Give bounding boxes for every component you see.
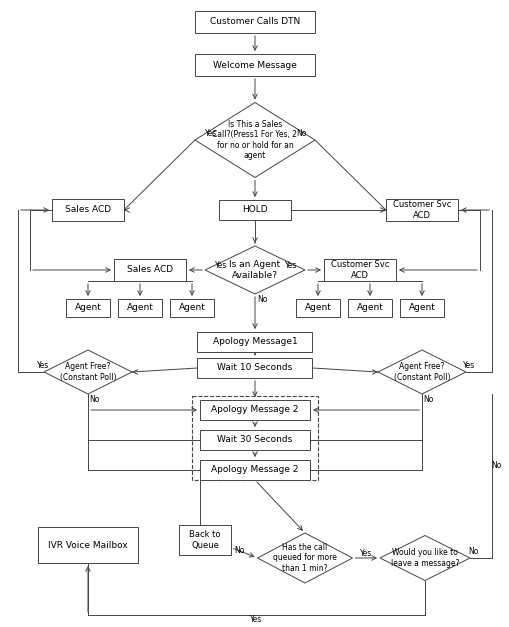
FancyBboxPatch shape bbox=[66, 299, 110, 317]
FancyBboxPatch shape bbox=[200, 400, 309, 420]
Text: No: No bbox=[422, 396, 432, 404]
FancyBboxPatch shape bbox=[200, 460, 309, 480]
Polygon shape bbox=[205, 246, 304, 294]
Text: Apology Message 2: Apology Message 2 bbox=[211, 406, 298, 414]
Text: Agent Free?
(Constant Poll): Agent Free? (Constant Poll) bbox=[60, 362, 116, 382]
FancyBboxPatch shape bbox=[399, 299, 443, 317]
FancyBboxPatch shape bbox=[52, 199, 124, 221]
FancyBboxPatch shape bbox=[114, 259, 186, 281]
Text: Is an Agent
Available?: Is an Agent Available? bbox=[229, 260, 280, 280]
FancyBboxPatch shape bbox=[197, 332, 312, 352]
FancyBboxPatch shape bbox=[169, 299, 214, 317]
Text: No: No bbox=[257, 295, 267, 303]
Text: Apology Message 2: Apology Message 2 bbox=[211, 465, 298, 475]
Text: IVR Voice Mailbox: IVR Voice Mailbox bbox=[48, 540, 128, 549]
Text: Customer Calls DTN: Customer Calls DTN bbox=[210, 18, 299, 26]
Text: No: No bbox=[295, 130, 305, 139]
Text: Yes: Yes bbox=[462, 361, 474, 369]
Text: Agent: Agent bbox=[356, 303, 383, 312]
Text: Agent: Agent bbox=[178, 303, 205, 312]
FancyBboxPatch shape bbox=[218, 200, 291, 220]
Text: Back to
Queue: Back to Queue bbox=[189, 530, 220, 550]
Text: Wait 10 Seconds: Wait 10 Seconds bbox=[217, 364, 292, 372]
Text: Apology Message1: Apology Message1 bbox=[212, 337, 297, 347]
Text: Customer Svc
ACD: Customer Svc ACD bbox=[392, 200, 450, 219]
FancyBboxPatch shape bbox=[194, 11, 315, 33]
Text: Agent: Agent bbox=[74, 303, 101, 312]
FancyBboxPatch shape bbox=[323, 259, 395, 281]
Text: Agent: Agent bbox=[408, 303, 435, 312]
Text: Agent: Agent bbox=[126, 303, 153, 312]
Polygon shape bbox=[377, 350, 465, 394]
Polygon shape bbox=[44, 350, 132, 394]
Text: Sales ACD: Sales ACD bbox=[65, 206, 111, 214]
FancyBboxPatch shape bbox=[194, 54, 315, 76]
Text: Yes: Yes bbox=[37, 361, 49, 369]
Text: HOLD: HOLD bbox=[242, 206, 267, 214]
Text: No: No bbox=[467, 547, 477, 556]
FancyBboxPatch shape bbox=[179, 525, 231, 555]
Text: Yes: Yes bbox=[214, 260, 227, 270]
FancyBboxPatch shape bbox=[118, 299, 162, 317]
Polygon shape bbox=[194, 102, 315, 177]
Text: Customer Svc
ACD: Customer Svc ACD bbox=[330, 260, 388, 280]
FancyBboxPatch shape bbox=[385, 199, 457, 221]
Text: Yes: Yes bbox=[205, 130, 217, 139]
Text: Yes: Yes bbox=[360, 549, 372, 557]
FancyBboxPatch shape bbox=[197, 358, 312, 378]
Text: Would you like to
leave a message?: Would you like to leave a message? bbox=[390, 548, 458, 567]
FancyBboxPatch shape bbox=[295, 299, 340, 317]
FancyBboxPatch shape bbox=[38, 527, 138, 563]
Text: No: No bbox=[233, 546, 244, 555]
Text: Has the call
queued for more
than 1 min?: Has the call queued for more than 1 min? bbox=[272, 543, 336, 573]
Text: Yes: Yes bbox=[250, 616, 262, 624]
Text: No: No bbox=[490, 460, 500, 470]
Text: Welcome Message: Welcome Message bbox=[213, 60, 296, 70]
Text: Agent Free?
(Constant Poll): Agent Free? (Constant Poll) bbox=[393, 362, 449, 382]
Text: Yes: Yes bbox=[285, 260, 297, 270]
Text: Is This a Sales
Call?(Press1 For Yes, 2
for no or hold for an
agent: Is This a Sales Call?(Press1 For Yes, 2 … bbox=[212, 120, 297, 160]
FancyBboxPatch shape bbox=[347, 299, 391, 317]
Text: Agent: Agent bbox=[304, 303, 331, 312]
Polygon shape bbox=[257, 533, 352, 583]
Text: Sales ACD: Sales ACD bbox=[127, 265, 173, 275]
Polygon shape bbox=[379, 535, 469, 581]
Text: Wait 30 Seconds: Wait 30 Seconds bbox=[217, 436, 292, 445]
FancyBboxPatch shape bbox=[200, 430, 309, 450]
Text: No: No bbox=[89, 396, 99, 404]
